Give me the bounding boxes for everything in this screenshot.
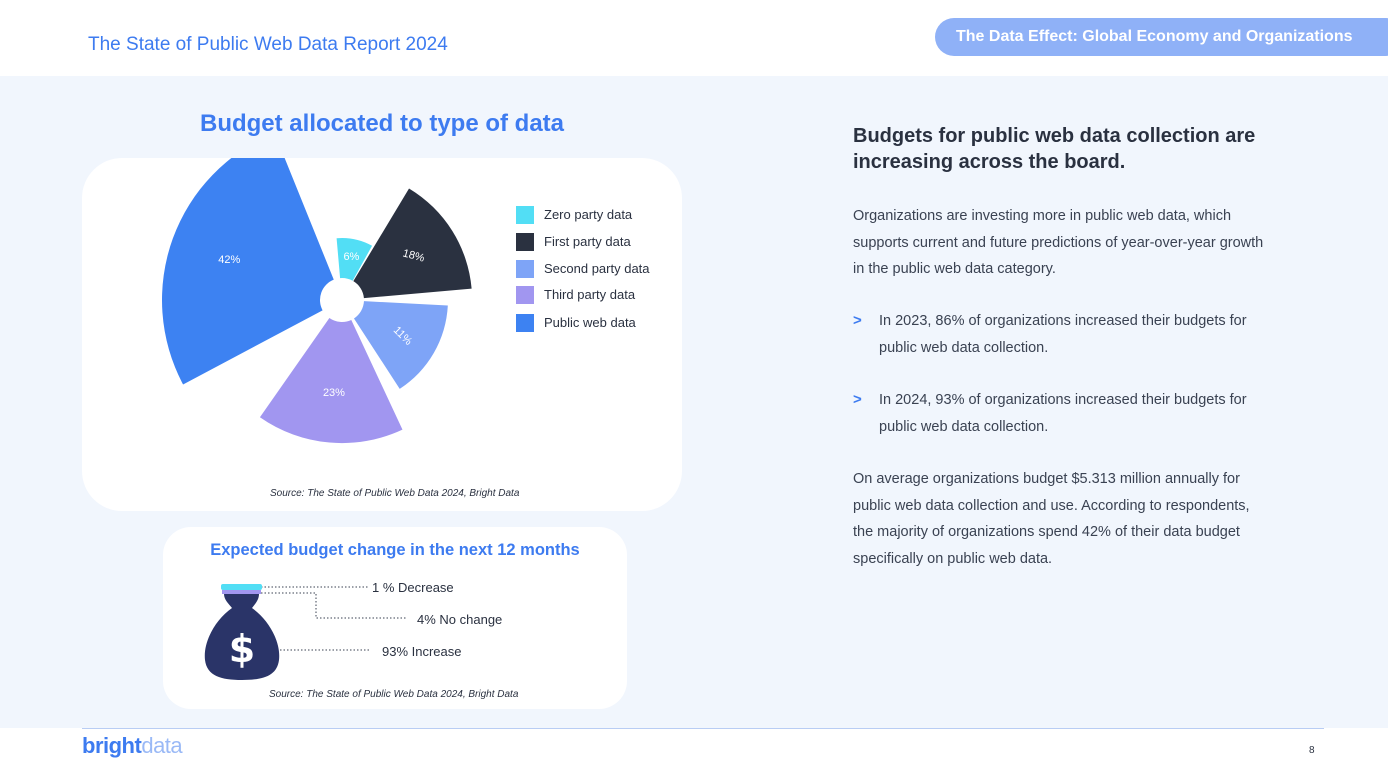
legend-label: Second party data: [544, 261, 650, 276]
article-closing: On average organizations budget $5.313 m…: [853, 471, 1250, 567]
legend-label: First party data: [544, 234, 631, 249]
chart-title: Budget allocated to type of data: [199, 110, 565, 137]
article-headline: Budgets for public web data collection a…: [853, 125, 1256, 173]
rose-label-zero-party: 6%: [343, 251, 359, 263]
rose-slice-zero-party: [336, 238, 373, 281]
budget-row-increase: 93% Increase: [382, 644, 462, 659]
top-bar: The State of Public Web Data Report 2024…: [0, 0, 1388, 76]
rose-slice-first-party: [353, 188, 472, 299]
legend-item-second-party: Second party data: [516, 260, 686, 278]
page-number: 8: [1309, 745, 1315, 756]
legend-item-public-web: Public web data: [516, 314, 686, 332]
rose-slice-third-party: [259, 318, 403, 444]
chart-source: Source: The State of Public Web Data 202…: [270, 488, 520, 499]
budget-row-decrease: 1 % Decrease: [372, 580, 454, 595]
legend-swatch: [516, 260, 534, 278]
dollar-sign: $: [229, 627, 255, 671]
budget-source: Source: The State of Public Web Data 202…: [269, 689, 519, 700]
money-bag-icon: $: [204, 584, 280, 680]
logo-data-text: data: [141, 733, 183, 758]
bullet-2023: In 2023, 86% of organizations increased …: [879, 313, 1247, 356]
legend-swatch: [516, 286, 534, 304]
rose-slice-second-party: [353, 301, 448, 389]
section-pill: The Data Effect: Global Economy and Orga…: [935, 18, 1388, 56]
logo-bright-text: bright: [82, 733, 142, 758]
legend-label: Public web data: [544, 315, 636, 330]
bullet-arrow-icon: >: [853, 391, 862, 408]
article-intro: Organizations are investing more in publ…: [853, 208, 1264, 277]
bullet-arrow-icon: >: [853, 312, 862, 329]
chart-card: 6% 18% 11% 23% 42%: [82, 158, 682, 511]
legend-item-first-party: First party data: [516, 233, 686, 251]
legend-swatch: [516, 314, 534, 332]
legend-swatch: [516, 206, 534, 224]
budget-change-card: Expected budget change in the next 12 mo…: [163, 527, 627, 709]
rose-chart: 6% 18%11%23%42%: [162, 158, 472, 444]
legend-label: Third party data: [544, 287, 636, 302]
budget-row-no-change: 4% No change: [417, 612, 503, 627]
report-title: The State of Public Web Data Report 2024: [88, 34, 448, 55]
footer-divider: [82, 728, 1324, 729]
budget-change-title: Expected budget change in the next 12 mo…: [210, 541, 580, 559]
legend-swatch: [516, 233, 534, 251]
rose-label-first-party: 18%: [401, 247, 426, 264]
legend-item-zero-party: Zero party data: [516, 206, 686, 224]
legend-item-third-party: Third party data: [516, 286, 686, 304]
bright-data-logo: brightdata: [82, 733, 183, 759]
rose-slice-public-web: [162, 158, 334, 385]
rose-label-third-party: 23%: [323, 387, 345, 399]
rose-label-public-web: 42%: [218, 254, 240, 266]
bullet-2024: In 2024, 93% of organizations increased …: [879, 392, 1247, 435]
budget-leader-lines: [261, 586, 406, 651]
legend-label: Zero party data: [544, 207, 633, 222]
